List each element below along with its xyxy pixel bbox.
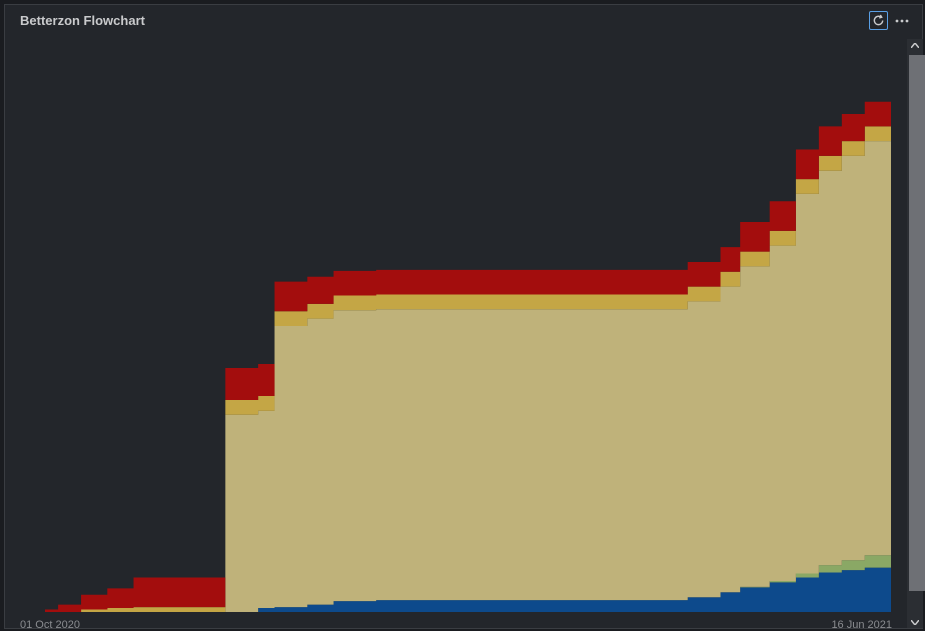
vertical-scrollbar[interactable] xyxy=(907,39,925,628)
scroll-up-arrow[interactable] xyxy=(907,39,923,51)
flow-chart xyxy=(45,86,891,613)
more-options-button[interactable] xyxy=(893,11,911,30)
refresh-icon xyxy=(873,14,884,26)
area-series-1 xyxy=(45,565,891,612)
x-axis-end-label: 16 Jun 2021 xyxy=(831,619,892,631)
x-axis-start-label: 01 Oct 2020 xyxy=(20,619,80,631)
chart-title: Betterzon Flowchart xyxy=(20,13,145,28)
scroll-down-arrow[interactable] xyxy=(907,616,923,628)
chart-panel: Betterzon Flowchart 01 Oct 2020 16 Jun 2… xyxy=(4,4,925,631)
area-series-3 xyxy=(45,126,891,612)
refresh-button[interactable] xyxy=(869,11,888,30)
more-horizontal-icon xyxy=(895,19,909,22)
chevron-up-icon xyxy=(911,42,919,48)
chevron-down-icon xyxy=(911,619,919,625)
scroll-thumb[interactable] xyxy=(909,55,925,591)
